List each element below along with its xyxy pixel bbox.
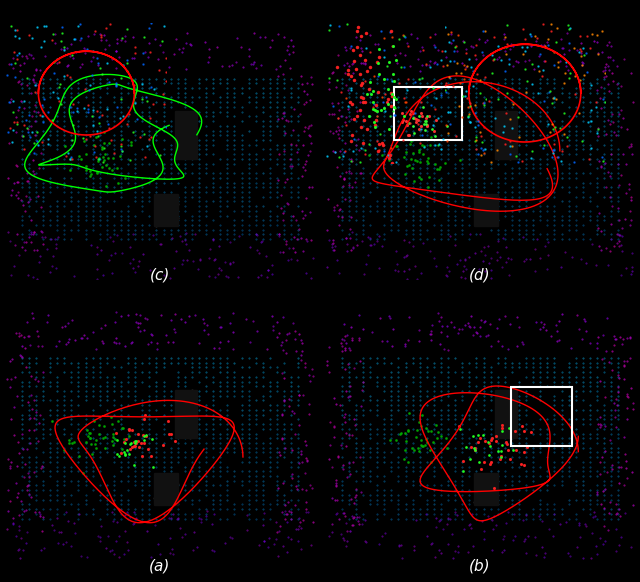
Bar [511, 388, 572, 446]
Text: (a): (a) [149, 558, 171, 573]
Bar [154, 194, 179, 226]
Text: (d): (d) [469, 267, 491, 282]
Bar [495, 390, 517, 438]
Bar [495, 111, 517, 159]
Bar [474, 473, 499, 505]
Bar [175, 111, 197, 159]
Bar [394, 87, 461, 140]
Bar [175, 390, 197, 438]
Bar [474, 194, 499, 226]
Text: (c): (c) [150, 267, 170, 282]
Bar [154, 473, 179, 505]
Text: (b): (b) [469, 558, 491, 573]
